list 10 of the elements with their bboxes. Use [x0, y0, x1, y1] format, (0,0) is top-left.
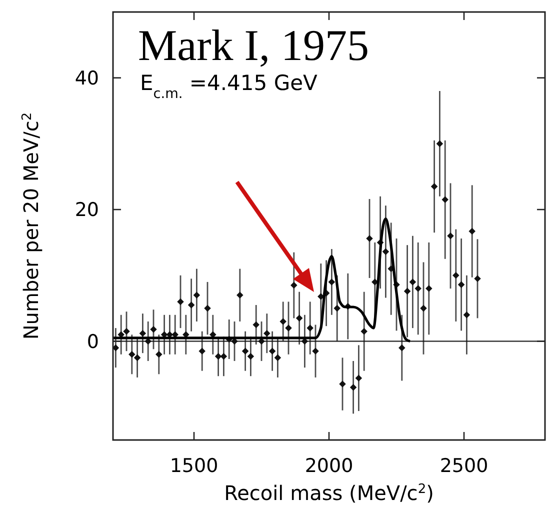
line-series: [113, 217, 412, 343]
x-axis-title: Recoil mass (MeV/c$^{2}$): [224, 481, 434, 505]
x-tick-label: 2500: [440, 455, 488, 477]
x-tick-label: 2000: [304, 455, 354, 477]
x-tick-label: 1500: [170, 455, 218, 477]
y-tick-label: 0: [86, 330, 99, 353]
chart-title: Mark I, 1975: [138, 21, 369, 70]
y-tick-label: 20: [74, 199, 99, 222]
y-tick-label: 40: [74, 67, 99, 90]
text: E$_{c.m.}$ =4.415 GeV: [140, 71, 318, 102]
